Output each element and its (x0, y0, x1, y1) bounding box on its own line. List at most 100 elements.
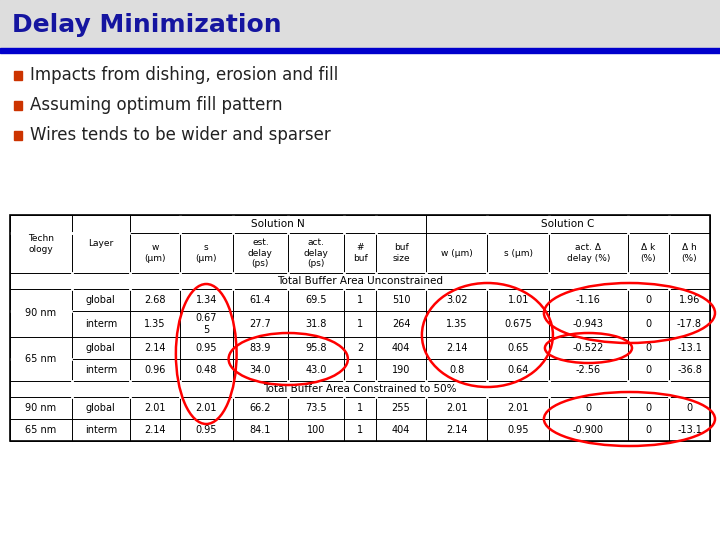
Text: -13.1: -13.1 (677, 343, 702, 353)
Text: 1: 1 (357, 425, 363, 435)
Text: 1: 1 (357, 295, 363, 305)
Text: -13.1: -13.1 (677, 425, 702, 435)
Text: Impacts from dishing, erosion and fill: Impacts from dishing, erosion and fill (30, 66, 338, 84)
Text: 2.14: 2.14 (144, 425, 166, 435)
Text: Solution C: Solution C (541, 219, 595, 229)
Text: 27.7: 27.7 (250, 319, 271, 329)
Text: 0.65: 0.65 (508, 343, 529, 353)
Text: 1: 1 (357, 365, 363, 375)
Text: 69.5: 69.5 (305, 295, 327, 305)
Text: 0: 0 (645, 319, 652, 329)
Text: Wires tends to be wider and sparser: Wires tends to be wider and sparser (30, 126, 330, 144)
Text: -36.8: -36.8 (677, 365, 702, 375)
Text: 83.9: 83.9 (250, 343, 271, 353)
Text: 0.64: 0.64 (508, 365, 529, 375)
Text: 2.68: 2.68 (144, 295, 166, 305)
Text: 0.95: 0.95 (196, 343, 217, 353)
Text: s (μm): s (μm) (504, 248, 533, 258)
Text: 0.67
5: 0.67 5 (196, 313, 217, 335)
Text: 43.0: 43.0 (305, 365, 327, 375)
Text: 90 nm: 90 nm (25, 308, 56, 318)
Text: Techn
ology: Techn ology (28, 234, 54, 254)
Text: 264: 264 (392, 319, 410, 329)
Bar (14, 131, 22, 140)
Text: 0.8: 0.8 (449, 365, 464, 375)
Text: 0.48: 0.48 (196, 365, 217, 375)
Bar (10, 215, 710, 441)
Bar (14, 101, 22, 110)
Text: 0: 0 (645, 403, 652, 413)
Text: -0.522: -0.522 (573, 343, 604, 353)
Text: -2.56: -2.56 (576, 365, 601, 375)
Text: 2: 2 (357, 343, 363, 353)
Text: -0.900: -0.900 (573, 425, 604, 435)
Text: interm: interm (85, 365, 117, 375)
Text: 73.5: 73.5 (305, 403, 327, 413)
Text: 0.96: 0.96 (144, 365, 166, 375)
Text: Δ k
(%): Δ k (%) (641, 244, 657, 262)
Text: 95.8: 95.8 (305, 343, 327, 353)
Text: 0: 0 (645, 295, 652, 305)
Text: 404: 404 (392, 343, 410, 353)
Text: interm: interm (85, 319, 117, 329)
Text: 0: 0 (645, 365, 652, 375)
Text: -1.16: -1.16 (576, 295, 601, 305)
Text: 65 nm: 65 nm (25, 425, 56, 435)
Text: 1.01: 1.01 (508, 295, 529, 305)
Text: Δ h
(%): Δ h (%) (682, 244, 697, 262)
Bar (10, 215, 710, 441)
Text: 61.4: 61.4 (250, 295, 271, 305)
Text: global: global (86, 343, 116, 353)
Text: 3.02: 3.02 (446, 295, 467, 305)
Text: act.
delay
(ps): act. delay (ps) (304, 238, 328, 268)
Bar (14, 71, 22, 80)
Text: act. Δ
delay (%): act. Δ delay (%) (567, 244, 610, 262)
Text: 2.01: 2.01 (196, 403, 217, 413)
Text: 1: 1 (357, 319, 363, 329)
Text: 1.96: 1.96 (679, 295, 700, 305)
Text: -17.8: -17.8 (677, 319, 702, 329)
Text: Delay Minimization: Delay Minimization (12, 13, 282, 37)
Text: 255: 255 (392, 403, 410, 413)
Text: 65 nm: 65 nm (25, 354, 56, 364)
Text: 2.14: 2.14 (446, 343, 467, 353)
Text: 190: 190 (392, 365, 410, 375)
Text: 0: 0 (686, 403, 693, 413)
Text: w
(μm): w (μm) (144, 244, 166, 262)
Text: 0: 0 (585, 403, 592, 413)
Text: Solution N: Solution N (251, 219, 305, 229)
Bar (0, 48, 720, 53)
Text: 66.2: 66.2 (250, 403, 271, 413)
Text: Total Buffer Area Constrained to 50%: Total Buffer Area Constrained to 50% (264, 384, 456, 394)
Text: 0: 0 (645, 343, 652, 353)
Text: 90 nm: 90 nm (25, 403, 56, 413)
Text: 1.35: 1.35 (446, 319, 467, 329)
Text: 31.8: 31.8 (305, 319, 327, 329)
Text: 1.34: 1.34 (196, 295, 217, 305)
Text: Total Buffer Area Unconstrained: Total Buffer Area Unconstrained (277, 276, 443, 286)
Text: Assuming optimum fill pattern: Assuming optimum fill pattern (30, 96, 282, 114)
Text: 100: 100 (307, 425, 325, 435)
Text: -0.943: -0.943 (573, 319, 604, 329)
Text: 84.1: 84.1 (250, 425, 271, 435)
Text: 2.14: 2.14 (446, 425, 467, 435)
Text: #
buf: # buf (353, 244, 367, 262)
Text: 0.675: 0.675 (504, 319, 532, 329)
Text: 0: 0 (645, 425, 652, 435)
Text: 34.0: 34.0 (250, 365, 271, 375)
Text: global: global (86, 403, 116, 413)
Text: 1: 1 (357, 403, 363, 413)
Bar (0, 0, 720, 50)
Text: s
(μm): s (μm) (196, 244, 217, 262)
Text: 0.95: 0.95 (508, 425, 529, 435)
Text: buf
size: buf size (392, 244, 410, 262)
Text: 2.01: 2.01 (446, 403, 467, 413)
Text: 2.01: 2.01 (508, 403, 529, 413)
Text: 2.01: 2.01 (144, 403, 166, 413)
Text: interm: interm (85, 425, 117, 435)
Text: 404: 404 (392, 425, 410, 435)
Text: 510: 510 (392, 295, 410, 305)
Text: est.
delay
(ps): est. delay (ps) (248, 238, 273, 268)
Text: 0.95: 0.95 (196, 425, 217, 435)
Text: global: global (86, 295, 116, 305)
